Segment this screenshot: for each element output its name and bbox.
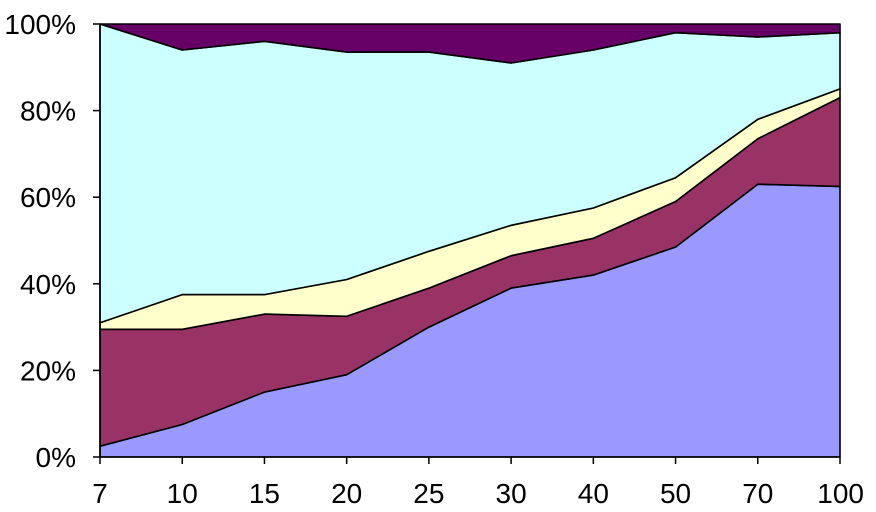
x-tick-label: 100 bbox=[817, 478, 864, 509]
x-tick-label: 20 bbox=[331, 478, 362, 509]
y-tick-label: 20% bbox=[20, 355, 76, 386]
tick-labels: 0% 20% 40% 60% 80% 100% 7 10 15 20 25 30 40 50 70 100 bbox=[4, 9, 864, 509]
x-tick-label: 70 bbox=[742, 478, 773, 509]
y-tick-label: 40% bbox=[20, 269, 76, 300]
x-tick-label: 50 bbox=[660, 478, 691, 509]
y-tick-label: 60% bbox=[20, 182, 76, 213]
x-tick-label: 40 bbox=[578, 478, 609, 509]
y-tick-label: 0% bbox=[36, 442, 76, 473]
x-tick-label: 7 bbox=[92, 478, 108, 509]
area-band-5 bbox=[99, 23, 841, 64]
x-tick-label: 15 bbox=[249, 478, 280, 509]
x-tick-label: 10 bbox=[167, 478, 198, 509]
x-tick-label: 25 bbox=[413, 478, 444, 509]
x-tick-label: 30 bbox=[496, 478, 527, 509]
y-tick-label: 100% bbox=[4, 9, 76, 40]
axes bbox=[93, 23, 841, 464]
area-bands bbox=[99, 23, 841, 458]
y-tick-label: 80% bbox=[20, 96, 76, 127]
